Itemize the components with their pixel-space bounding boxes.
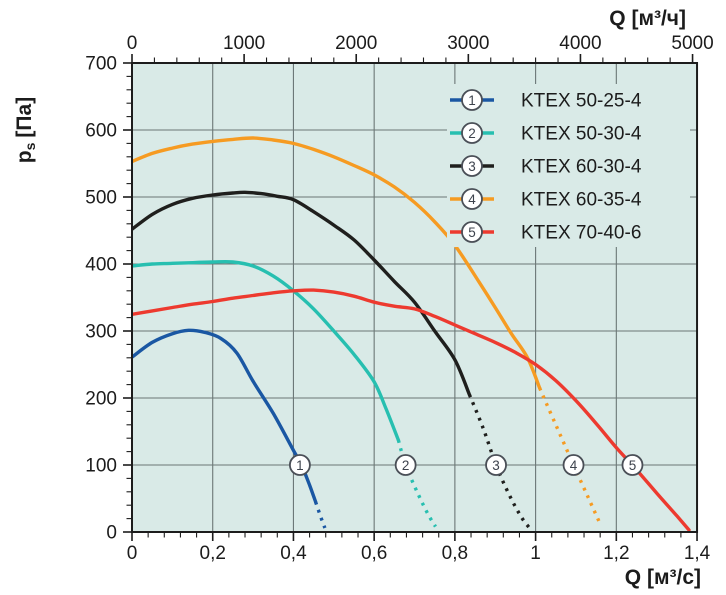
legend-marker-circle [461,89,483,111]
curve-marker-number: 2 [402,458,410,473]
legend-marker-number: 1 [468,93,476,108]
legend-marker-number: 4 [468,192,476,207]
x-axis-bottom-title: Q [м³/с] [625,566,701,589]
curve-3-dashed [467,393,531,530]
legend-marker-number: 5 [468,225,476,240]
legend-label: KTEX 60-30-4 [521,157,642,178]
top-tick-label: 1000 [223,33,265,54]
bottom-tick-label: 1,2 [603,543,629,564]
legend-item-3: 3 KTEX 60-30-4 [450,155,642,178]
left-tick-label: 700 [85,54,117,75]
left-tick-label: 500 [85,188,117,209]
left-tick-label: 600 [85,121,117,142]
bottom-tick-label: 0,8 [442,543,468,564]
curve-marker-circle [621,454,644,476]
curve-2-solid [132,259,401,442]
y-axis: 0 100 200 300 400 500 600 700 [85,54,132,544]
curve-marker-number: 3 [492,458,500,473]
top-tick-label: 2000 [335,33,377,54]
bottom-tick-label: 0 [127,543,138,564]
bottom-tick-label: 1,4 [684,543,711,564]
legend-marker-circle [461,188,483,210]
legend-item-5: 5 KTEX 70-40-6 [450,221,641,244]
curve-4-solid [132,136,542,390]
curve-3-solid [132,190,472,397]
top-tick-label: 5000 [671,33,713,54]
plot-frame [131,62,699,533]
curve-marker-number: 5 [629,458,637,473]
legend-item-1: 1 KTEX 50-25-4 [450,89,642,112]
left-tick-label: 100 [85,456,117,477]
curve-marker-circle [562,454,585,476]
legend-label: KTEX 50-30-4 [521,124,642,145]
legend-marker-circle [461,221,483,243]
legend-marker-circle [461,155,483,177]
left-tick-label: 300 [85,322,117,343]
curve-marker-circle [485,454,507,476]
legend-marker-circle [461,122,483,144]
legend-label: KTEX 60-35-4 [521,190,642,211]
legend-label: KTEX 50-25-4 [521,91,642,112]
left-tick-label: 0 [106,523,117,544]
legend: 1 KTEX 50-25-4 2 KTEX 50-30-4 3 KTEX 60-30-4 4… [447,84,690,247]
curve-marker-2: 2 [394,454,417,476]
bottom-tick-label: 0,6 [361,543,387,564]
legend-marker-number: 3 [468,159,476,174]
x-axis-top: 0 1000 2000 3000 4000 5000 [127,33,714,63]
curve-marker-4: 4 [562,454,585,476]
left-tick-label: 200 [85,389,117,410]
curve-marker-number: 1 [296,458,304,473]
y-axis-title: ps[Па] [13,97,38,163]
legend-label: KTEX 70-40-6 [521,223,641,244]
bottom-tick-label: 0,2 [200,543,226,564]
curve-1-dashed [313,501,327,529]
curve-marker-5: 5 [621,454,644,476]
legend-marker-number: 2 [468,126,476,141]
left-tick-label: 400 [85,255,117,276]
legend-item-4: 4 KTEX 60-35-4 [450,188,642,211]
bottom-tick-label: 1 [530,543,541,564]
x-axis-bottom: 0 0,2 0,4 0,6 0,8 1 1,2 1,4 [127,532,711,564]
curve-marker-number: 4 [570,458,578,473]
top-tick-label: 3000 [447,33,489,54]
chart-root: 1 KTEX 50-25-4 2 KTEX 50-30-4 3 KTEX 60-30-4 4… [85,33,713,564]
curve-markers: 1 2 3 4 5 [288,454,644,476]
bottom-tick-label: 0,4 [280,543,307,564]
curve-marker-1: 1 [288,454,311,476]
curve-marker-3: 3 [485,454,507,476]
curve-5-solid [132,288,691,532]
curve-marker-circle [288,454,311,476]
x-axis-top-title: Q [м³/ч] [609,7,686,30]
legend-item-2: 2 KTEX 50-30-4 [450,122,642,145]
curve-marker-circle [394,454,417,476]
top-tick-label: 4000 [559,33,601,54]
top-tick-label: 0 [127,33,138,54]
